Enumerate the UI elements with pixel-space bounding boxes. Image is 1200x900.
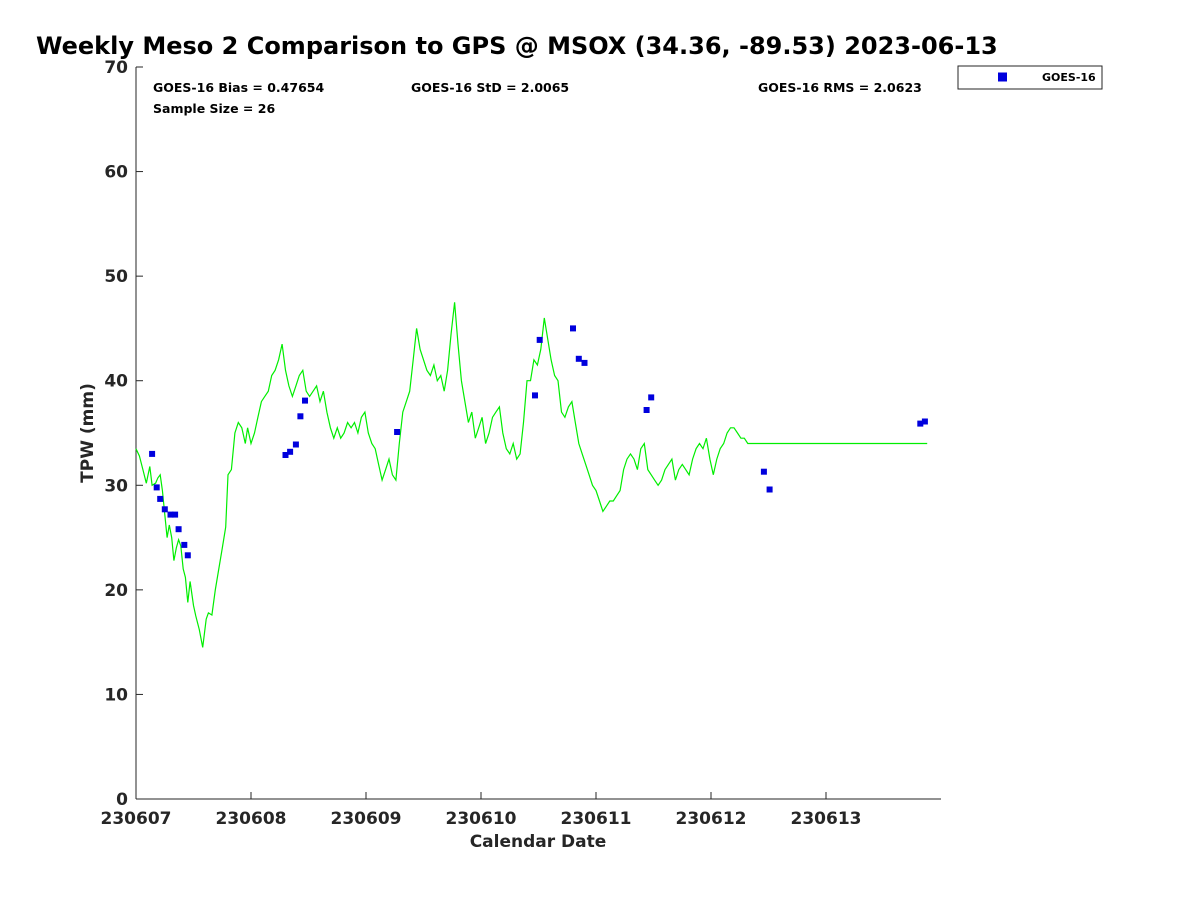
x-tick-label: 230609 bbox=[331, 809, 402, 829]
goes16-point bbox=[581, 359, 588, 366]
goes16-point bbox=[282, 452, 289, 458]
goes16-point bbox=[292, 441, 299, 448]
stat-rms: GOES-16 RMS = 2.0623 bbox=[758, 80, 922, 95]
y-tick-label: 60 bbox=[104, 163, 128, 183]
goes16-point bbox=[149, 450, 156, 457]
y-axis-label: TPW (mm) bbox=[78, 383, 98, 483]
goes16-point bbox=[181, 541, 188, 548]
legend-marker-goes16 bbox=[998, 72, 1007, 82]
goes16-point bbox=[184, 552, 191, 559]
x-axis: 230607 230608 230609 230610 230611 230612 2306… bbox=[101, 792, 941, 829]
goes16-point bbox=[153, 484, 160, 491]
legend: GOES-16 bbox=[957, 65, 1103, 90]
y-tick-label: 20 bbox=[104, 581, 128, 601]
plot-area-frame bbox=[136, 67, 941, 799]
x-axis-label: Calendar Date bbox=[470, 832, 607, 852]
goes16-point bbox=[297, 413, 304, 420]
chart-title: Weekly Meso 2 Comparison to GPS @ MSOX (… bbox=[36, 32, 998, 60]
y-tick-label: 40 bbox=[104, 372, 128, 392]
y-tick-label: 70 bbox=[104, 58, 128, 78]
y-tick-label: 50 bbox=[104, 267, 128, 287]
goes16-point bbox=[760, 468, 767, 475]
goes16-point bbox=[536, 336, 543, 343]
stat-sample-size: Sample Size = 26 bbox=[153, 101, 275, 116]
gps-tpw-line bbox=[135, 302, 928, 648]
legend-label-goes16: GOES-16 bbox=[1042, 71, 1096, 84]
x-tick-label: 230612 bbox=[676, 809, 747, 829]
goes16-point bbox=[302, 397, 308, 404]
y-tick-label: 30 bbox=[104, 476, 128, 496]
x-tick-label: 230610 bbox=[446, 809, 517, 829]
goes16-point bbox=[172, 511, 179, 518]
x-tick-label: 230613 bbox=[791, 809, 862, 829]
series-layer bbox=[135, 302, 928, 648]
goes16-point bbox=[921, 418, 928, 425]
y-axis: 0 10 20 30 40 50 60 70 bbox=[104, 58, 143, 810]
x-tick-label: 230608 bbox=[216, 809, 287, 829]
stat-bias: GOES-16 Bias = 0.47654 bbox=[153, 80, 324, 95]
x-tick-label: 230611 bbox=[561, 809, 632, 829]
goes16-point bbox=[167, 511, 174, 518]
goes16-point bbox=[394, 429, 401, 435]
goes16-point bbox=[766, 486, 773, 493]
goes16-point bbox=[532, 392, 538, 399]
y-tick-label: 10 bbox=[104, 685, 128, 705]
stat-std: GOES-16 StD = 2.0065 bbox=[411, 80, 569, 95]
goes16-point bbox=[570, 325, 576, 332]
y-tick-label: 0 bbox=[116, 790, 128, 810]
goes16-point bbox=[157, 495, 164, 502]
goes16-point bbox=[917, 420, 924, 427]
goes16-point bbox=[643, 407, 650, 413]
goes16-point bbox=[175, 526, 182, 533]
goes16-point bbox=[575, 355, 582, 362]
goes16-point bbox=[287, 448, 294, 455]
x-tick-label: 230607 bbox=[101, 809, 172, 829]
goes16-point bbox=[161, 506, 168, 513]
legend-box bbox=[957, 65, 1103, 90]
goes16-point bbox=[648, 394, 655, 401]
